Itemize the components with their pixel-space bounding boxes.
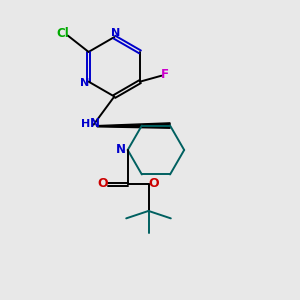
Text: Cl: Cl <box>56 27 69 40</box>
Polygon shape <box>97 123 170 128</box>
Text: N: N <box>116 142 126 156</box>
Text: N: N <box>111 28 120 38</box>
Text: O: O <box>148 177 159 190</box>
Text: N: N <box>80 78 89 88</box>
Text: H: H <box>81 119 90 129</box>
Text: F: F <box>161 68 169 81</box>
Text: N: N <box>90 117 100 130</box>
Text: O: O <box>98 177 108 190</box>
